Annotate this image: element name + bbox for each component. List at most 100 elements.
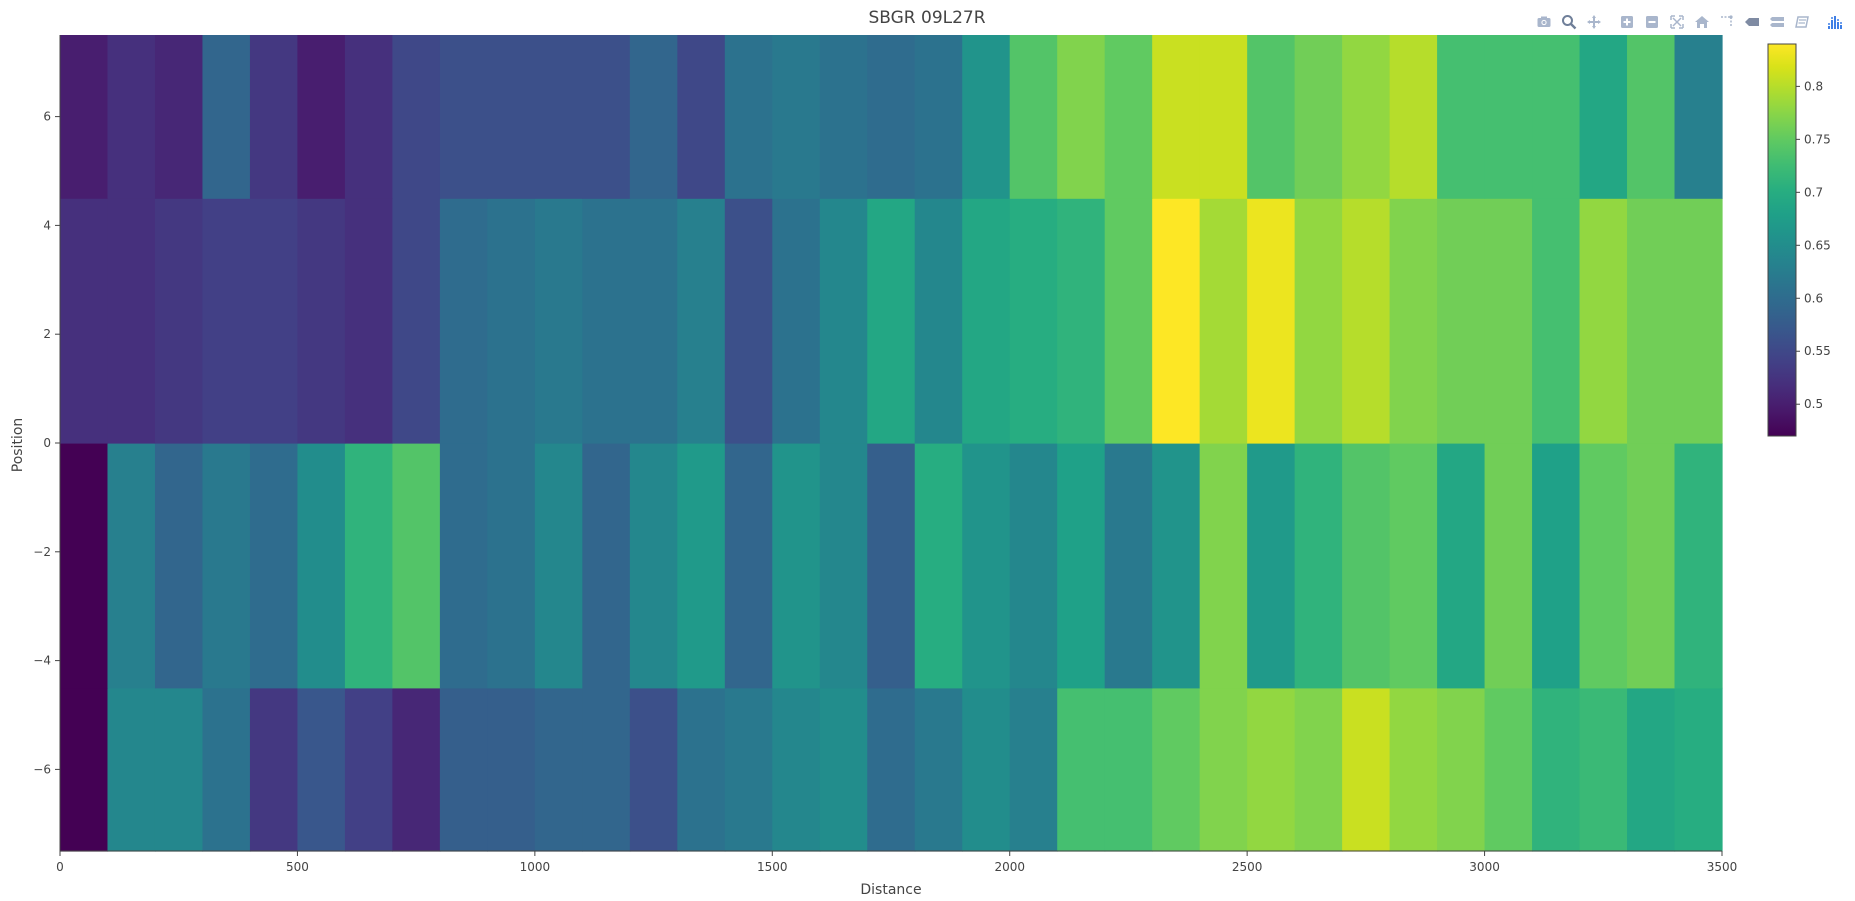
heatmap-cell[interactable] [344,35,393,199]
heatmap-cell[interactable] [154,198,204,444]
heatmap-cell[interactable] [1057,35,1106,199]
heatmap-cell[interactable] [439,198,488,444]
heatmap-cell[interactable] [629,198,678,444]
heatmap-cell[interactable] [962,443,1011,689]
heatmap-cell[interactable] [1199,443,1248,689]
edit-icon[interactable] [1789,12,1814,32]
heatmap-cell[interactable] [1437,198,1486,444]
heatmap-cell[interactable] [534,687,583,852]
heatmap-cell[interactable] [1152,35,1201,199]
heatmap-cell[interactable] [487,443,536,689]
heatmap-cell[interactable] [1437,35,1486,199]
heatmap-cell[interactable] [487,35,536,199]
heatmap-cell[interactable] [1674,35,1723,199]
heatmap-cell[interactable] [1342,443,1391,689]
heatmap-cell[interactable] [1342,687,1391,852]
heatmap-cell[interactable] [107,35,156,199]
heatmap-cell[interactable] [1009,35,1058,199]
heatmap-cell[interactable] [582,35,631,199]
heatmap-cell[interactable] [60,687,109,852]
home-icon[interactable] [1689,12,1714,32]
heatmap-cell[interactable] [724,35,773,199]
heatmap-cell[interactable] [1627,35,1676,199]
heatmap-cell[interactable] [1532,443,1581,689]
heatmap-cell[interactable] [914,687,963,852]
heatmap-cell[interactable] [629,35,678,199]
heatmap-cell[interactable] [772,443,821,689]
heatmap-cell[interactable] [487,687,536,852]
heatmap-cell[interactable] [107,443,156,689]
heatmap-cell[interactable] [1104,198,1153,444]
heatmap-cell[interactable] [202,198,251,444]
heatmap-cell[interactable] [534,443,583,689]
heatmap-cell[interactable] [1247,198,1296,444]
heatmap-cell[interactable] [772,35,821,199]
heatmap-cell[interactable] [154,687,204,852]
heatmap-cell[interactable] [1247,443,1296,689]
heatmap-cell[interactable] [1437,443,1486,689]
heatmap-cell[interactable] [487,198,536,444]
heatmap-cell[interactable] [914,35,963,199]
heatmap-cell[interactable] [1579,687,1628,852]
heatmap-cell[interactable] [392,443,441,689]
heatmap-cell[interactable] [724,443,773,689]
heatmap-cell[interactable] [914,443,963,689]
heatmap-cell[interactable] [202,443,251,689]
heatmap-cell[interactable] [60,443,109,689]
heatmap-cell[interactable] [1057,443,1106,689]
heatmap-cell[interactable] [914,198,963,444]
heatmap-cell[interactable] [1389,687,1438,852]
heatmap-cell[interactable] [724,198,773,444]
heatmap-cell[interactable] [1294,443,1343,689]
heatmap-cell[interactable] [1199,35,1248,199]
heatmap-cell[interactable] [1627,687,1676,852]
heatmap-cell[interactable] [1199,687,1248,852]
heatmap-cell[interactable] [107,687,156,852]
heatmap-cell[interactable] [1247,35,1296,199]
heatmap-cell[interactable] [202,35,251,199]
heatmap-cell[interactable] [392,687,441,852]
heatmap-cell[interactable] [534,35,583,199]
heatmap-cell[interactable] [867,687,916,852]
heatmap-cell[interactable] [724,687,773,852]
autoscale-icon[interactable] [1664,12,1689,32]
heatmap-cell[interactable] [677,443,726,689]
heatmap-cell[interactable] [1484,198,1533,444]
heatmap-cell[interactable] [439,687,488,852]
heatmap-cell[interactable] [1294,687,1343,852]
heatmap-cell[interactable] [392,35,441,199]
heatmap-cell[interactable] [1484,443,1533,689]
heatmap-cell[interactable] [867,198,916,444]
zoom-icon[interactable] [1556,12,1581,32]
zoom-out-icon[interactable] [1639,12,1664,32]
heatmap-cell[interactable] [1009,687,1058,852]
heatmap-cell[interactable] [1532,198,1581,444]
plotly-logo-icon[interactable] [1822,12,1847,32]
heatmap-cell[interactable] [819,443,868,689]
heatmap-cell[interactable] [962,198,1011,444]
heatmap-cell[interactable] [297,35,346,199]
heatmap-cell[interactable] [202,687,251,852]
heatmap-cell[interactable] [677,35,726,199]
heatmap-cell[interactable] [629,443,678,689]
heatmap-cell[interactable] [1579,198,1628,444]
heatmap-cell[interactable] [1627,198,1676,444]
heatmap-cell[interactable] [1674,443,1723,689]
heatmap-cell[interactable] [1152,443,1201,689]
heatmap-cell[interactable] [677,687,726,852]
hover-closest-icon[interactable] [1739,12,1764,32]
heatmap-cell[interactable] [1294,198,1343,444]
heatmap-cell[interactable] [1389,443,1438,689]
heatmap-cell[interactable] [1674,687,1723,852]
heatmap-cell[interactable] [1342,35,1391,199]
zoom-in-icon[interactable] [1614,12,1639,32]
heatmap-cell[interactable] [344,443,393,689]
heatmap-cell[interactable] [60,35,109,199]
heatmap-cell[interactable] [1057,198,1106,444]
heatmap-cell[interactable] [1674,198,1723,444]
heatmap-cell[interactable] [1342,198,1391,444]
heatmap-cell[interactable] [1104,687,1153,852]
heatmap-cell[interactable] [1437,687,1486,852]
heatmap-cell[interactable] [1484,687,1533,852]
heatmap-cell[interactable] [344,687,393,852]
